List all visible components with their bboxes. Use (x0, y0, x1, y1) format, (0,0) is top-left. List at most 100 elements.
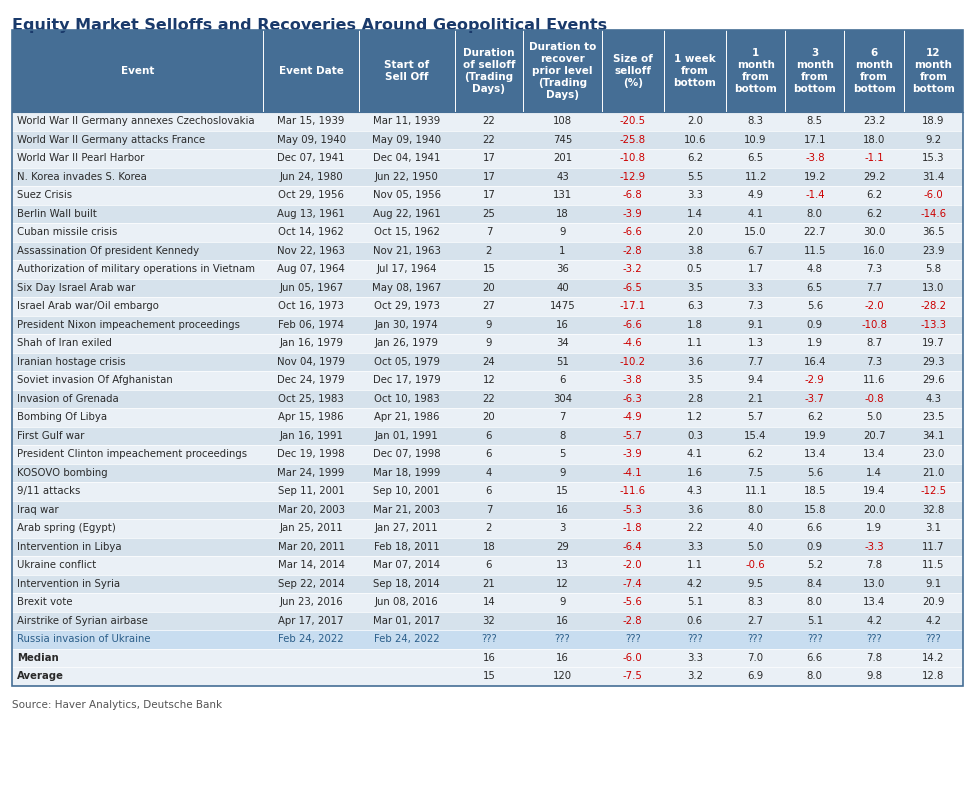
Text: 13.4: 13.4 (863, 450, 885, 459)
Text: -4.1: -4.1 (623, 468, 643, 478)
Text: -3.3: -3.3 (864, 542, 884, 551)
Text: 7: 7 (486, 505, 492, 515)
Text: Mar 07, 2014: Mar 07, 2014 (373, 560, 441, 570)
Text: Intervention in Libya: Intervention in Libya (17, 542, 122, 551)
Text: Aug 13, 1961: Aug 13, 1961 (277, 209, 345, 219)
Text: 6.6: 6.6 (806, 653, 823, 663)
Text: 13.4: 13.4 (863, 597, 885, 608)
Text: 32.8: 32.8 (922, 505, 945, 515)
Text: 2: 2 (486, 523, 492, 533)
Text: May 08, 1967: May 08, 1967 (372, 283, 442, 293)
Text: -6.5: -6.5 (623, 283, 643, 293)
Bar (12, 630, 963, 649)
Text: 20.9: 20.9 (922, 597, 945, 608)
Text: 22.7: 22.7 (803, 228, 826, 237)
Text: ???: ??? (925, 634, 941, 645)
Text: 14.2: 14.2 (922, 653, 945, 663)
Text: 4.1: 4.1 (748, 209, 763, 219)
Text: Berlin Wall built: Berlin Wall built (17, 209, 97, 219)
Text: Equity Market Selloffs and Recoveries Around Geopolitical Events: Equity Market Selloffs and Recoveries Ar… (12, 18, 607, 33)
Text: 0.5: 0.5 (686, 264, 703, 274)
Text: 29.3: 29.3 (922, 357, 945, 367)
Text: -0.8: -0.8 (864, 393, 884, 404)
Text: 6: 6 (486, 431, 492, 441)
Text: 3.3: 3.3 (687, 542, 703, 551)
Bar (12, 30, 963, 686)
Text: -3.8: -3.8 (805, 153, 825, 164)
Text: 13.0: 13.0 (922, 283, 945, 293)
Text: Nov 22, 1963: Nov 22, 1963 (277, 246, 345, 256)
Text: 15: 15 (556, 487, 569, 496)
Text: Jun 22, 1950: Jun 22, 1950 (374, 171, 439, 182)
Text: 0.6: 0.6 (686, 615, 703, 626)
Text: -4.6: -4.6 (623, 338, 643, 348)
Text: 17: 17 (483, 153, 495, 164)
Text: -3.2: -3.2 (623, 264, 643, 274)
Text: 304: 304 (553, 393, 572, 404)
Text: 3.3: 3.3 (748, 283, 763, 293)
Text: Israel Arab war/Oil embargo: Israel Arab war/Oil embargo (17, 301, 159, 311)
Text: Average: Average (17, 672, 64, 681)
Text: Shah of Iran exiled: Shah of Iran exiled (17, 338, 112, 348)
Text: Nov 21, 1963: Nov 21, 1963 (372, 246, 441, 256)
Text: 9.1: 9.1 (748, 320, 763, 329)
Text: 2.0: 2.0 (687, 116, 703, 126)
Text: ???: ??? (748, 634, 763, 645)
Text: Event Date: Event Date (279, 66, 343, 76)
Text: -6.6: -6.6 (623, 228, 643, 237)
Text: 6.2: 6.2 (686, 153, 703, 164)
Text: 20: 20 (483, 283, 495, 293)
Text: 36.5: 36.5 (922, 228, 945, 237)
Text: Jan 16, 1991: Jan 16, 1991 (279, 431, 343, 441)
Bar (12, 149, 963, 167)
Text: World War II Germany annexes Czechoslovakia: World War II Germany annexes Czechoslova… (17, 116, 254, 126)
Text: 8.0: 8.0 (748, 505, 763, 515)
Text: 6.2: 6.2 (748, 450, 763, 459)
Bar (12, 389, 963, 408)
Text: 9.1: 9.1 (925, 579, 942, 589)
Text: 6.2: 6.2 (866, 209, 882, 219)
Text: 16.4: 16.4 (803, 357, 826, 367)
Bar (12, 297, 963, 315)
Text: Aug 07, 1964: Aug 07, 1964 (277, 264, 345, 274)
Text: 1.2: 1.2 (687, 412, 703, 422)
Text: Duration to
recover
prior level
(Trading
Days): Duration to recover prior level (Trading… (528, 42, 597, 100)
Text: 18: 18 (556, 209, 568, 219)
Text: 3
month
from
bottom: 3 month from bottom (794, 48, 837, 94)
Text: 23.0: 23.0 (922, 450, 945, 459)
Text: 20.7: 20.7 (863, 431, 885, 441)
Text: Median: Median (17, 653, 58, 663)
Text: 7.7: 7.7 (748, 357, 763, 367)
Text: Iraq war: Iraq war (17, 505, 58, 515)
Text: 4.1: 4.1 (687, 450, 703, 459)
Text: Aug 22, 1961: Aug 22, 1961 (372, 209, 441, 219)
Text: 7.3: 7.3 (866, 264, 882, 274)
Text: 16.0: 16.0 (863, 246, 885, 256)
Text: Sep 18, 2014: Sep 18, 2014 (373, 579, 440, 589)
Text: Oct 25, 1983: Oct 25, 1983 (278, 393, 344, 404)
Text: 6.2: 6.2 (866, 190, 882, 200)
Text: Apr 17, 2017: Apr 17, 2017 (279, 615, 344, 626)
Text: -2.9: -2.9 (805, 375, 825, 386)
Text: Sep 11, 2001: Sep 11, 2001 (278, 487, 344, 496)
Text: Oct 29, 1956: Oct 29, 1956 (278, 190, 344, 200)
Text: Start of
Sell Off: Start of Sell Off (384, 60, 429, 82)
Text: -12.9: -12.9 (620, 171, 645, 182)
Text: 7: 7 (486, 228, 492, 237)
Text: 17: 17 (483, 190, 495, 200)
Text: Apr 21, 1986: Apr 21, 1986 (374, 412, 440, 422)
Text: 4.2: 4.2 (925, 615, 942, 626)
Text: 13.0: 13.0 (863, 579, 885, 589)
Text: -6.4: -6.4 (623, 542, 643, 551)
Text: 4.2: 4.2 (866, 615, 882, 626)
Text: 1.6: 1.6 (686, 468, 703, 478)
Text: 11.1: 11.1 (744, 487, 766, 496)
Text: 6: 6 (486, 560, 492, 570)
Text: -3.7: -3.7 (805, 393, 825, 404)
Text: Jan 25, 2011: Jan 25, 2011 (280, 523, 343, 533)
Bar (12, 482, 963, 501)
Text: 8.4: 8.4 (807, 579, 823, 589)
Text: 1.4: 1.4 (866, 468, 882, 478)
Text: -6.8: -6.8 (623, 190, 643, 200)
Text: 2.7: 2.7 (748, 615, 763, 626)
